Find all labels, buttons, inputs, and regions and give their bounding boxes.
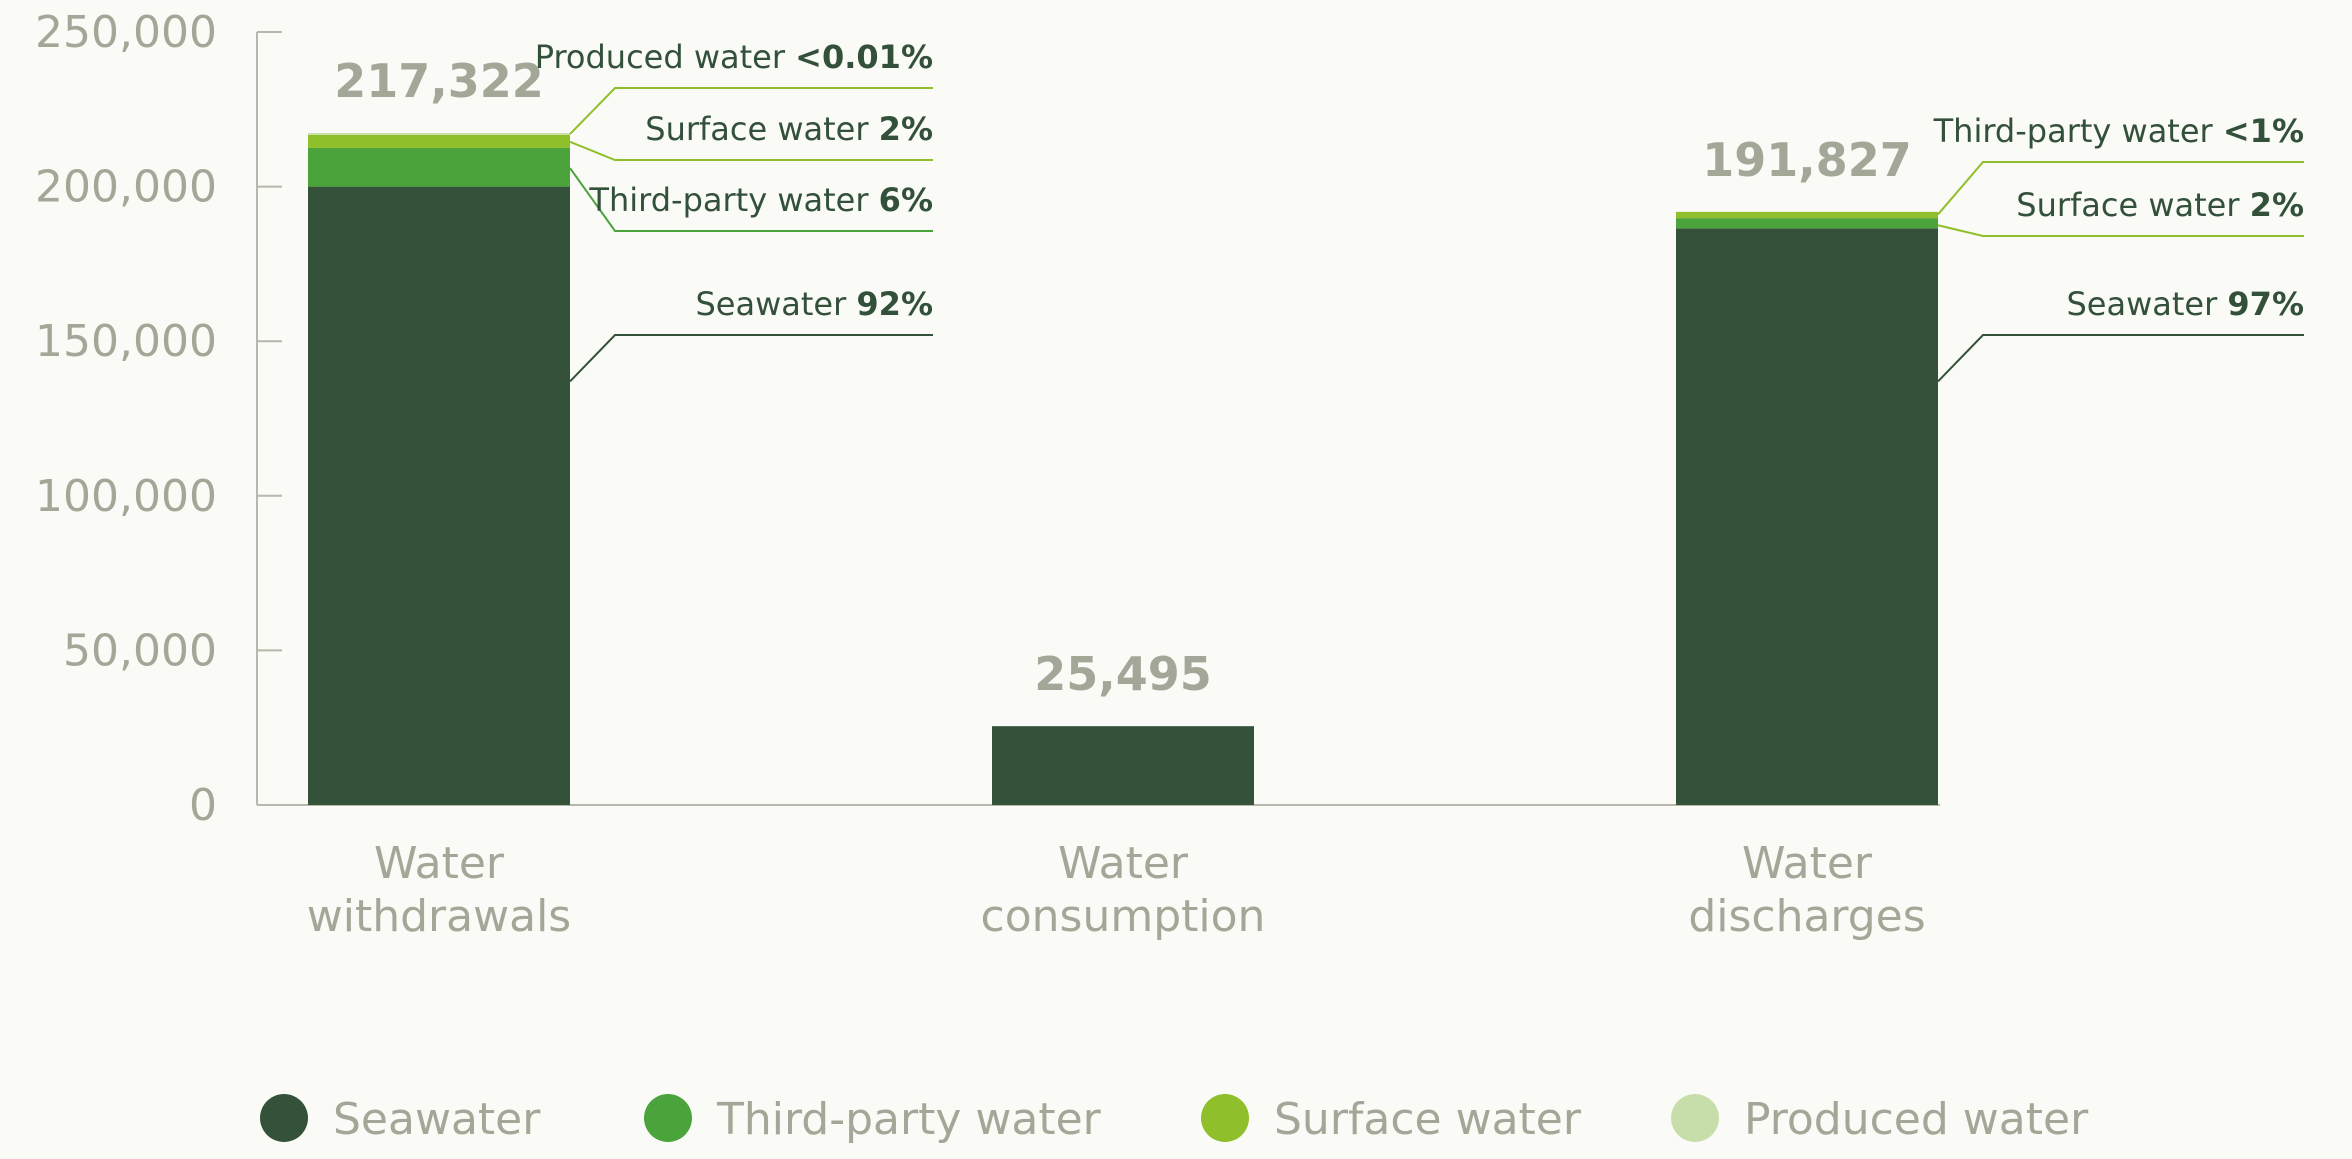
legend-label-third-party-water: Third-party water <box>716 1094 1102 1145</box>
annotation-series-name: Third-party water <box>1933 112 2223 150</box>
annotation-leader-line <box>569 87 933 135</box>
legend: Seawater Third-party water Surface water Pr… <box>260 1094 2089 1145</box>
annotation-leader-line <box>569 334 933 383</box>
x-category-label: Water <box>374 838 505 889</box>
annotation-leader-line <box>569 167 933 232</box>
annotation-percentage: <0.01% <box>795 38 933 76</box>
bar-water-withdrawals-surface-water <box>308 134 570 148</box>
legend-label-surface-water: Surface water <box>1274 1094 1582 1145</box>
annotation-percentage: 2% <box>879 110 933 148</box>
legend-swatch-produced-water <box>1671 1094 1719 1142</box>
axes: 0 50,000 100,000 150,000 200,000 250,000 <box>35 7 1940 831</box>
annotation-label: Seawater 92% <box>695 285 933 323</box>
bar-water-discharges-seawater <box>1676 228 1938 806</box>
annotation-leader-line <box>1937 224 2304 237</box>
annotation-label: Third-party water 6% <box>588 181 933 219</box>
annotation-series-name: Surface water <box>2016 186 2249 224</box>
annotation-label: Seawater 97% <box>2066 285 2304 323</box>
annotations: Produced water <0.01%Surface water 2%Thi… <box>535 38 2304 383</box>
annotation-percentage: 92% <box>856 285 933 323</box>
annotation-percentage: <1% <box>2223 112 2304 150</box>
y-tick-label: 250,000 <box>35 7 217 58</box>
annotation-leader-line <box>569 140 933 161</box>
legend-swatch-surface-water <box>1201 1094 1249 1142</box>
y-tick-label: 200,000 <box>35 162 217 213</box>
legend-swatch-third-party-water <box>644 1094 692 1142</box>
y-tick-label: 0 <box>189 780 217 831</box>
annotation-leader-line <box>1937 334 2304 383</box>
bar-water-discharges-third-party-water <box>1676 218 1938 229</box>
bar-water-withdrawals-seawater <box>308 186 570 806</box>
annotation-label: Third-party water <1% <box>1933 112 2304 150</box>
x-category-label: Water <box>1742 838 1873 889</box>
annotation-percentage: 97% <box>2227 285 2304 323</box>
annotation-series-name: Third-party water <box>588 181 878 219</box>
bar-total-label: 25,495 <box>1034 647 1212 701</box>
legend-label-produced-water: Produced water <box>1744 1094 2089 1145</box>
bars: 217,322Waterwithdrawals25,495Waterconsum… <box>307 54 1938 942</box>
y-tick-label: 100,000 <box>35 471 217 522</box>
y-tick-label: 150,000 <box>35 316 217 367</box>
annotation-series-name: Surface water <box>645 110 878 148</box>
bar-water-withdrawals-third-party-water <box>308 147 570 187</box>
annotation-label: Surface water 2% <box>2016 186 2304 224</box>
bar-total-label: 191,827 <box>1702 133 1912 187</box>
annotation-leader-line <box>1937 161 2304 216</box>
y-tick-label: 50,000 <box>63 625 217 676</box>
annotation-percentage: 6% <box>879 181 933 219</box>
x-category-label: discharges <box>1688 891 1925 942</box>
bar-water-consumption-seawater <box>992 726 1254 805</box>
annotation-label: Surface water 2% <box>645 110 933 148</box>
bar-water-discharges-surface-water <box>1676 211 1938 219</box>
bar-water-withdrawals-produced-water <box>308 133 570 135</box>
annotation-label: Produced water <0.01% <box>535 38 933 76</box>
x-category-label: consumption <box>981 891 1266 942</box>
annotation-series-name: Seawater <box>695 285 856 323</box>
legend-label-seawater: Seawater <box>333 1094 541 1145</box>
legend-swatch-seawater <box>260 1094 308 1142</box>
annotation-series-name: Produced water <box>535 38 795 76</box>
x-category-label: Water <box>1058 838 1189 889</box>
bar-total-label: 217,322 <box>334 54 544 108</box>
x-category-label: withdrawals <box>307 891 571 942</box>
annotation-series-name: Seawater <box>2066 285 2227 323</box>
annotation-percentage: 2% <box>2250 186 2304 224</box>
